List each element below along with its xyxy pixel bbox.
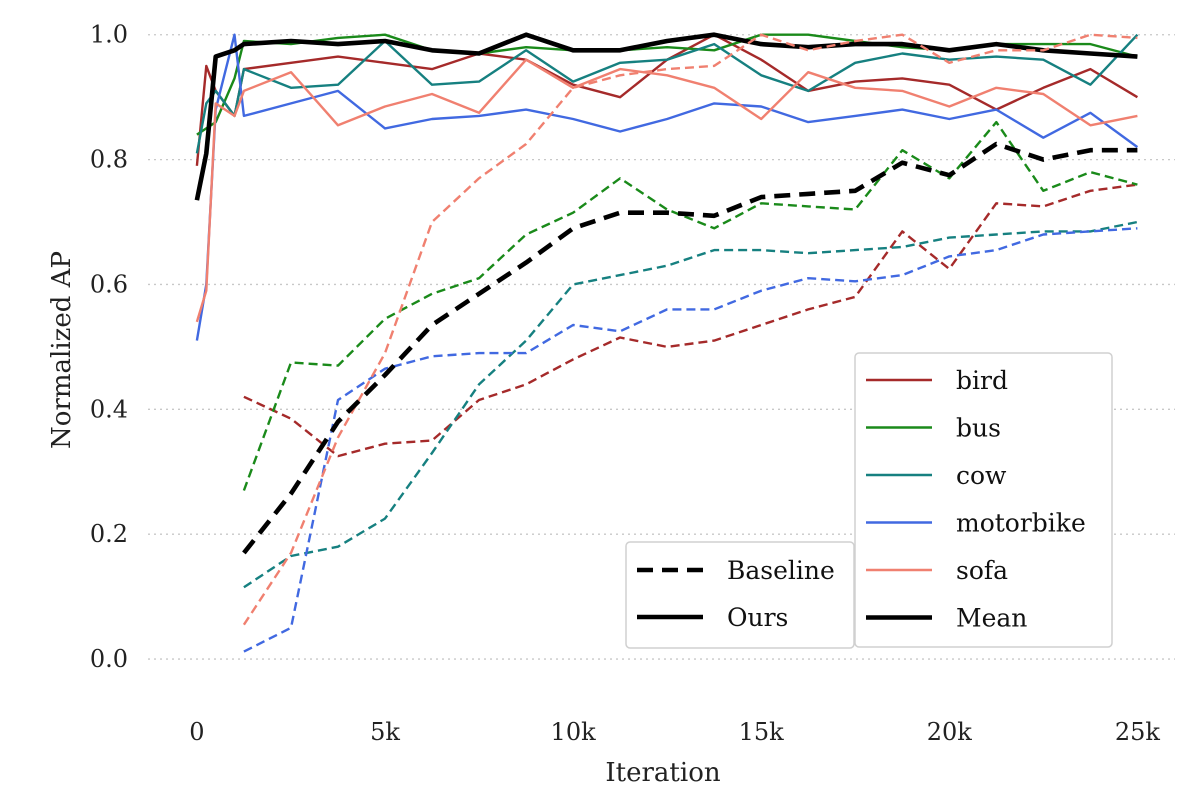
x-tick-label: 15k [739,718,785,746]
y-tick-label: 0.4 [90,395,128,423]
y-tick-label: 1.0 [90,21,128,49]
legend-label-motorbike: motorbike [956,509,1086,538]
legend-label-bus: bus [956,414,1001,443]
y-tick-label: 0.8 [90,146,128,174]
legend-label-ours: Ours [727,603,788,632]
x-tick-label: 5k [370,718,400,746]
y-axis-ticks: 0.0 0.2 0.4 0.6 0.8 1.0 [90,21,128,673]
legend-label-mean: Mean [956,604,1027,633]
series-lines [194,32,1139,653]
series-line-baseline-cow [243,220,1138,589]
y-tick-label: 0.6 [90,270,128,298]
series-line-ours-cow [195,33,1139,154]
series-line-ours-mean [194,32,1138,201]
x-tick-label: 0 [189,718,204,746]
legend-label-bird: bird [956,366,1008,395]
legend-label-cow: cow [956,461,1007,490]
legend-label-sofa: sofa [956,556,1008,585]
series-line-baseline-bird [243,183,1138,458]
legend-class: bird bus cow motorbike sofa Mean [854,352,1113,648]
series-line-baseline-sofa [242,33,1138,626]
y-axis-label: Normalized AP [47,251,77,449]
series-line-ours-sofa [195,58,1138,323]
x-tick-label: 10k [551,718,597,746]
x-axis-ticks: 0 5k 10k 15k 20k 25k [189,718,1160,746]
x-axis-label: Iteration [605,758,720,788]
y-tick-label: 0.0 [90,645,128,673]
legend-method: Baseline Ours [625,541,855,649]
x-tick-label: 25k [1115,718,1161,746]
series-line-baseline-mean [242,141,1138,555]
legend-label-baseline: Baseline [727,556,835,585]
series-line-baseline-bus [242,120,1138,491]
series-line-baseline-motorbike [243,227,1138,653]
series-line-ours-motorbike [195,33,1139,341]
y-tick-label: 0.2 [90,520,128,548]
x-tick-label: 20k [927,718,973,746]
